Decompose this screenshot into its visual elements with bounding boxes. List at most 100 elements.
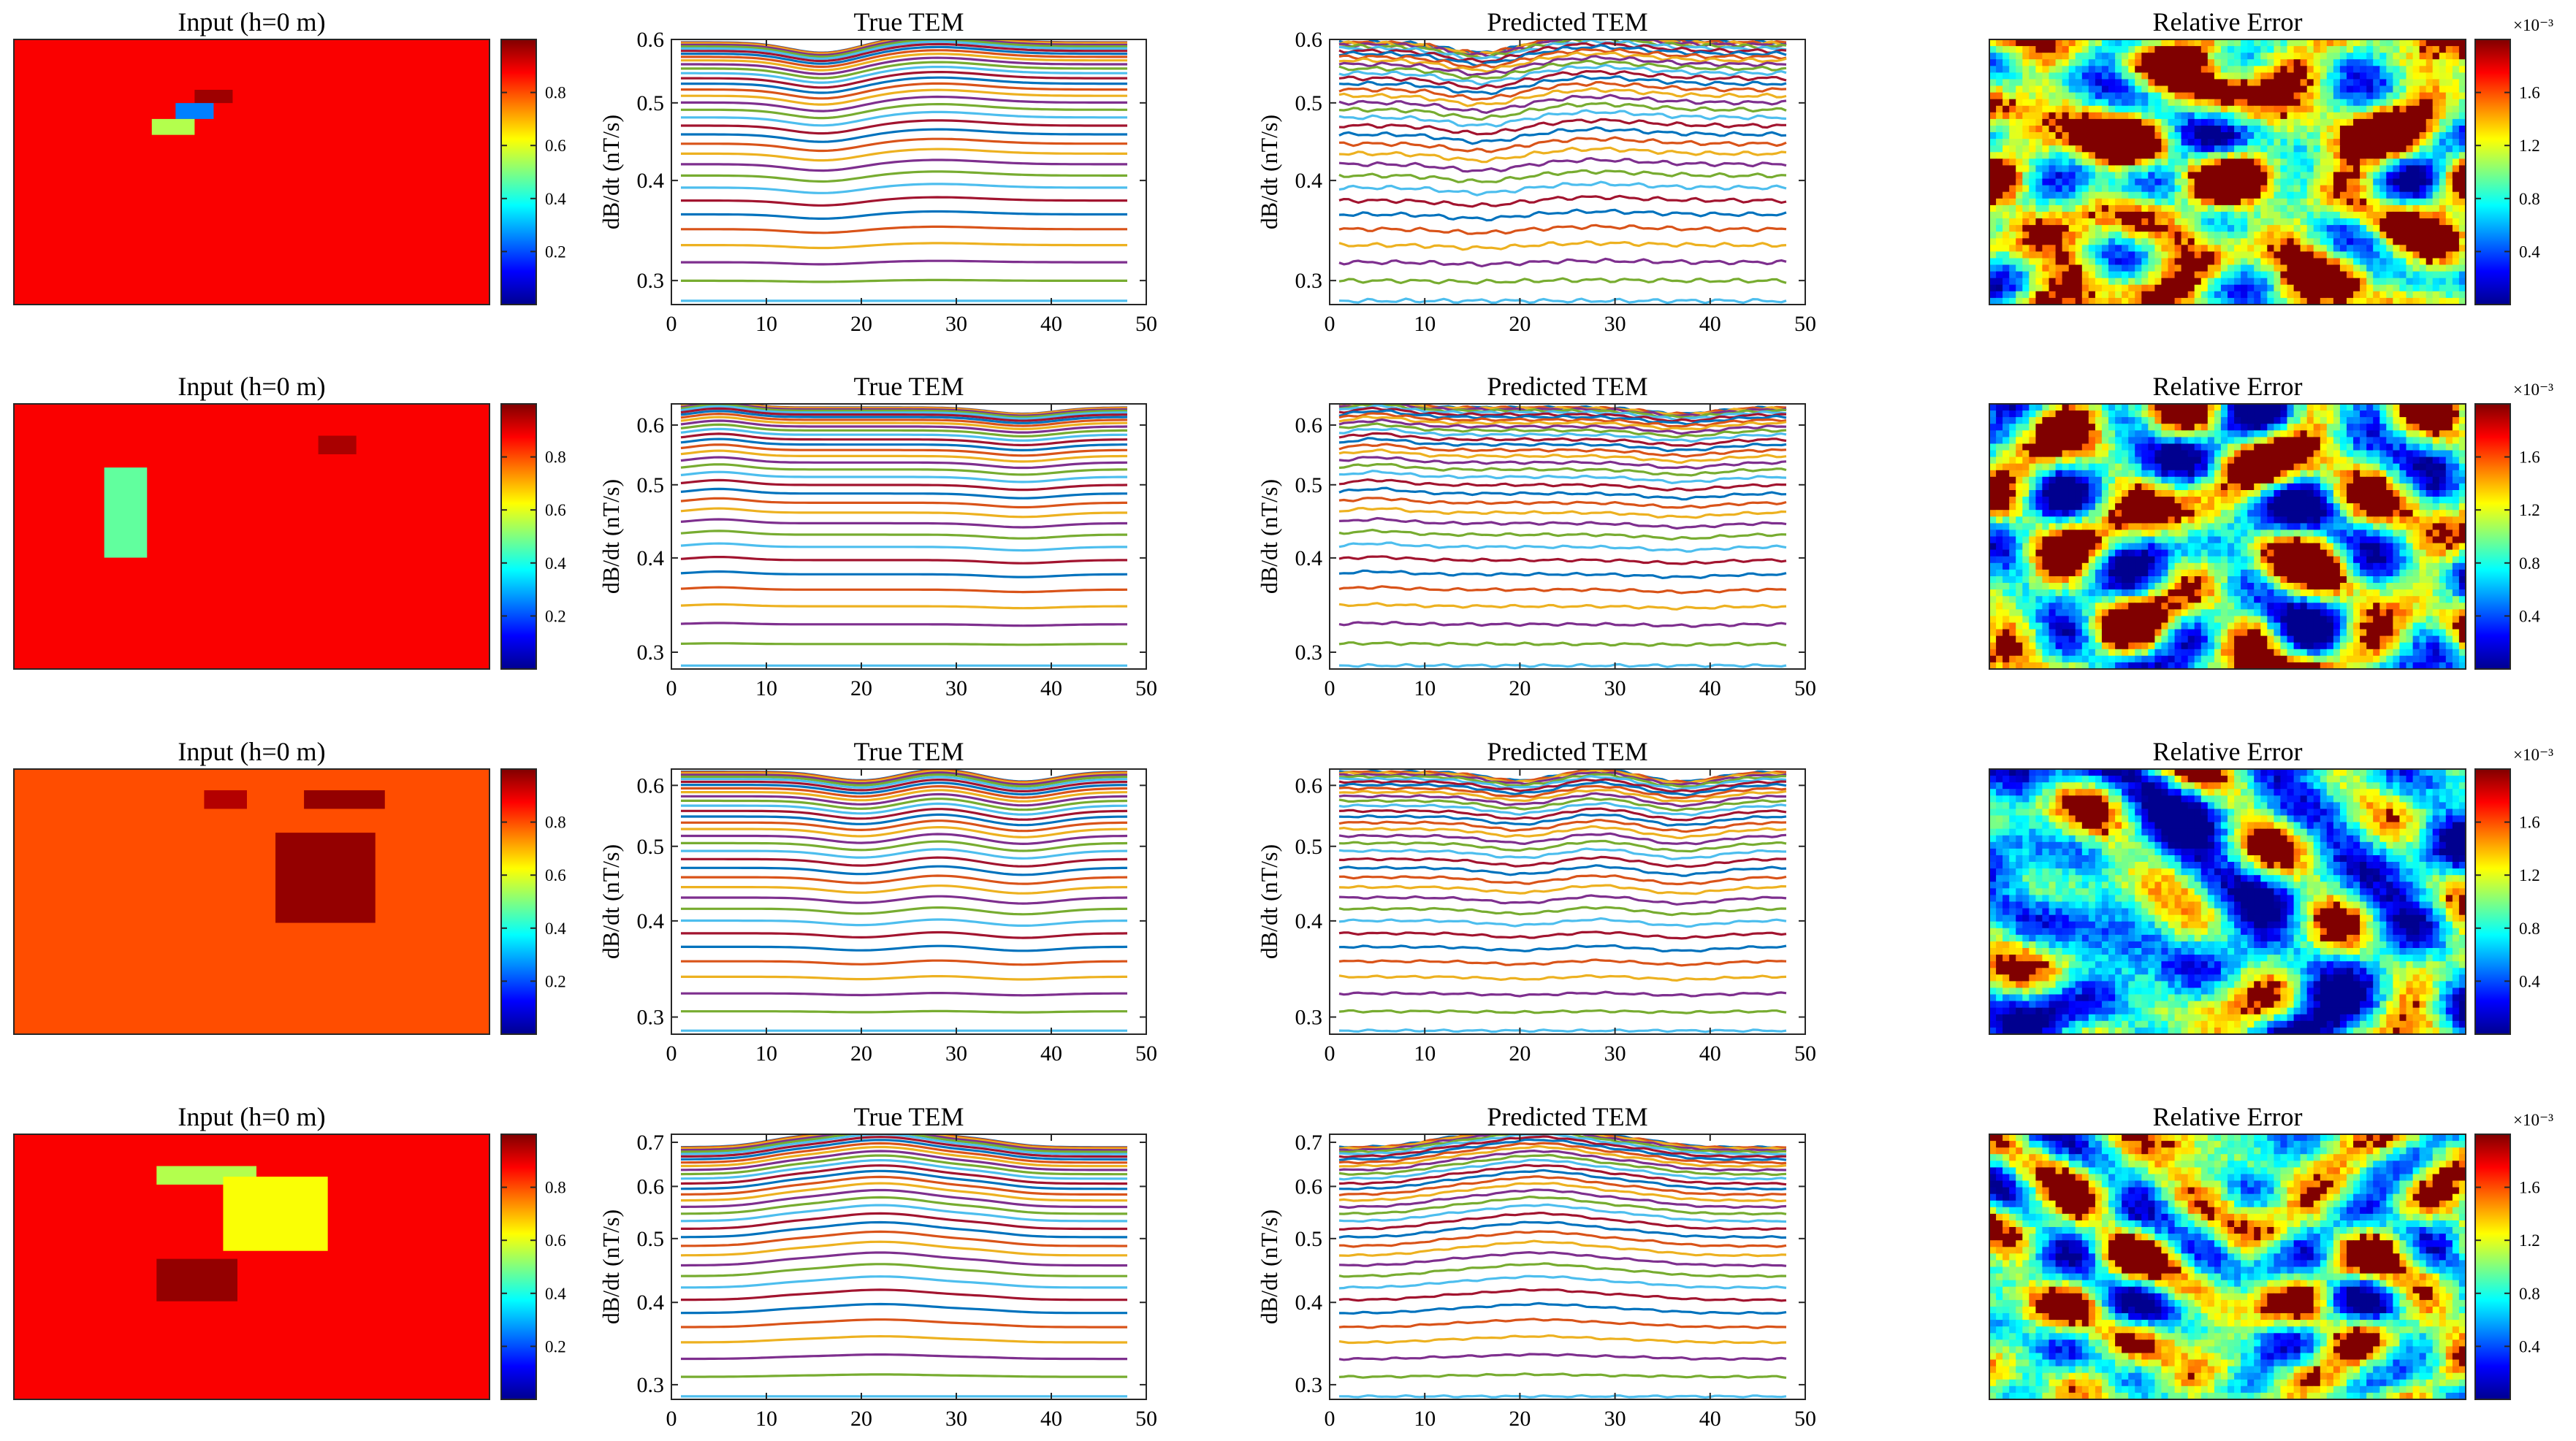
error-cell [2393,53,2401,60]
error-cell [2214,158,2222,166]
error-cell [2174,258,2182,266]
error-cell [2042,152,2050,159]
error-cell [2234,99,2241,107]
error-cell [2214,218,2222,226]
error-cell [2399,211,2407,219]
error-cell [2280,424,2288,431]
error-cell [2220,410,2228,418]
error-cell [2313,218,2321,226]
error-cell [2042,536,2050,544]
error-cell [2228,251,2235,259]
error-cell [2267,503,2274,511]
error-cell [2081,46,2089,53]
error-cell [2293,238,2301,245]
error-cell [2419,66,2427,73]
error-cell [2200,536,2209,544]
error-cell [2439,218,2447,226]
error-cell [2187,152,2195,159]
error-cell [2220,46,2228,53]
error-cell [2062,46,2070,53]
error-cell [2458,523,2466,531]
error-cell [2445,118,2453,126]
error-cell [2445,46,2453,53]
error-cell [2062,165,2070,173]
error-cell [2220,264,2228,272]
error-cell [2280,503,2288,511]
error-cell [2452,437,2460,445]
error-cell [2128,152,2135,159]
error-cell [2115,264,2122,272]
error-cell [2095,443,2103,451]
series-line [1338,240,1787,251]
error-cell [2148,191,2155,199]
error-cell [1996,284,2003,292]
error-cell [2254,191,2261,199]
anomaly-block [318,435,357,454]
error-cell [1989,225,1997,232]
error-cell [2062,510,2070,517]
error-cell [2458,79,2466,87]
error-cell [2035,543,2043,551]
error-cell [2347,404,2354,411]
error-cell [2029,92,2036,100]
error-cell [2313,85,2321,93]
error-cell [2194,443,2202,451]
error-cell [2174,424,2182,431]
error-cell [2122,516,2129,524]
error-cell [2088,536,2096,544]
error-cell [2333,456,2341,465]
error-cell [2419,510,2427,517]
error-cell [2009,503,2016,511]
error-cell [2016,470,2023,478]
error-cell [2339,543,2347,551]
error-cell [2432,152,2440,159]
error-cell [2353,232,2360,239]
error-cell [2122,271,2129,279]
error-cell [2426,490,2434,497]
error-cell [2016,437,2023,445]
error-cell [2306,470,2314,478]
error-cell [2122,503,2129,511]
error-cell [2241,264,2248,272]
error-cell [2194,284,2202,292]
error-cell [2108,543,2116,551]
error-cell [2141,490,2149,497]
error-cell [2452,72,2460,80]
error-cell [2055,238,2063,245]
error-cell [2029,232,2036,239]
error-cell [2293,139,2301,146]
error-cell [2333,211,2341,219]
series-group [680,404,1128,667]
error-cell [2306,530,2314,538]
error-cell [2412,483,2420,491]
error-cell [2274,297,2282,305]
error-cell [2068,410,2076,418]
error-cell [2260,191,2268,199]
error-cell [2115,46,2122,53]
error-cell [2386,437,2393,445]
error-cell [2419,258,2427,266]
error-cell [2386,158,2393,166]
error-cell [2174,463,2182,471]
error-cell [2247,218,2255,226]
error-cell [2108,191,2116,199]
error-cell [2399,232,2407,239]
error-cell [2101,297,2109,305]
error-cell [2016,556,2023,564]
error-cell [2135,245,2142,252]
error-cell [2366,503,2374,511]
error-cell [2274,549,2282,557]
error-cell [2373,39,2380,47]
error-cell [2419,185,2427,193]
error-cell [2181,510,2189,517]
error-cell [2009,245,2016,252]
error-cell [2333,46,2341,53]
error-cell [2022,112,2030,120]
error-cell [2386,245,2393,252]
error-cell [2333,536,2341,544]
series-line [1338,462,1787,477]
error-cell [2452,198,2460,206]
error-cell [2128,476,2135,484]
error-cell [2320,118,2328,126]
error-cell [2095,172,2103,180]
